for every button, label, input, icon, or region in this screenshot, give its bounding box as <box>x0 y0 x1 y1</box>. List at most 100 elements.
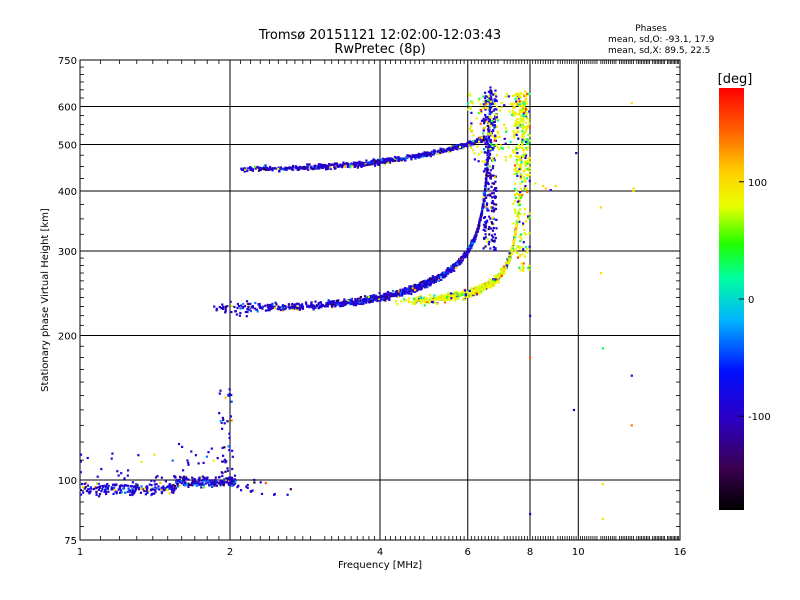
data-point <box>417 297 421 300</box>
scatter-points <box>79 86 635 521</box>
data-point <box>386 293 389 296</box>
data-point <box>525 95 528 98</box>
data-point <box>485 159 489 162</box>
data-point <box>420 299 424 303</box>
data-point <box>391 157 394 160</box>
data-point <box>346 165 349 168</box>
data-point <box>246 310 249 314</box>
data-point <box>433 150 436 153</box>
data-point <box>479 103 482 106</box>
data-point <box>522 266 525 269</box>
data-point <box>526 139 529 142</box>
data-point <box>542 184 545 188</box>
data-point <box>221 416 224 419</box>
data-point <box>384 161 387 164</box>
data-point <box>522 119 525 122</box>
data-point <box>499 144 502 147</box>
data-point <box>486 154 489 157</box>
data-point <box>343 304 346 307</box>
data-point <box>515 121 518 124</box>
data-point <box>230 310 233 314</box>
data-point <box>164 480 167 483</box>
data-point <box>497 279 500 282</box>
data-point <box>177 479 180 482</box>
data-point <box>500 101 503 105</box>
data-point <box>520 158 523 161</box>
data-point <box>495 218 498 221</box>
data-point <box>246 307 249 310</box>
data-point <box>467 292 470 295</box>
data-point <box>465 143 468 146</box>
data-point <box>443 297 447 300</box>
data-point <box>208 483 211 486</box>
data-point <box>455 262 458 265</box>
data-point <box>296 308 299 311</box>
data-point <box>487 135 490 138</box>
data-point <box>279 307 283 310</box>
data-point <box>250 490 253 493</box>
data-point <box>260 492 264 495</box>
data-point <box>519 115 522 118</box>
data-point <box>208 479 211 482</box>
data-point <box>383 293 386 296</box>
data-point <box>513 132 516 135</box>
data-point <box>433 294 436 297</box>
data-point <box>270 304 273 307</box>
data-point <box>214 480 217 483</box>
data-point <box>524 187 527 190</box>
data-point <box>315 304 318 307</box>
data-point <box>355 300 358 303</box>
data-point <box>470 111 473 114</box>
data-point <box>498 274 501 277</box>
data-point <box>484 184 487 188</box>
data-point <box>298 308 301 311</box>
data-point <box>359 164 363 167</box>
data-point <box>379 294 382 297</box>
data-point <box>478 136 481 139</box>
data-point <box>237 305 241 308</box>
data-point <box>426 298 430 301</box>
data-point <box>511 246 515 249</box>
data-point <box>355 302 358 305</box>
data-point <box>229 300 232 303</box>
data-point <box>489 175 492 178</box>
data-point <box>528 212 531 215</box>
data-point <box>206 476 209 479</box>
data-point <box>485 135 488 138</box>
data-point <box>101 488 104 491</box>
data-point <box>239 307 242 310</box>
data-point <box>253 307 256 310</box>
data-point <box>492 109 495 112</box>
data-point <box>96 475 99 478</box>
data-point <box>455 147 458 150</box>
data-point <box>525 117 528 120</box>
data-point <box>295 302 299 305</box>
data-point <box>397 159 400 162</box>
data-point <box>495 95 498 98</box>
data-point <box>261 305 265 308</box>
data-point <box>374 160 377 163</box>
data-point <box>516 215 519 218</box>
data-point <box>286 167 289 170</box>
data-point <box>495 187 498 190</box>
data-point <box>150 484 153 487</box>
data-point <box>528 264 531 267</box>
data-point <box>311 303 314 307</box>
data-point <box>229 476 233 479</box>
data-point <box>307 168 310 171</box>
data-point <box>257 169 261 172</box>
data-point <box>481 209 484 212</box>
data-point <box>493 182 496 185</box>
data-point <box>513 136 516 139</box>
data-point <box>140 460 143 463</box>
data-point <box>520 124 523 127</box>
x-tick-label: 10 <box>572 547 585 558</box>
data-point <box>419 284 422 287</box>
data-point <box>527 157 530 160</box>
data-point <box>464 294 467 297</box>
data-point <box>321 165 324 168</box>
data-point <box>521 194 524 197</box>
data-point <box>516 256 520 259</box>
data-point <box>310 302 313 305</box>
data-point <box>516 94 519 97</box>
